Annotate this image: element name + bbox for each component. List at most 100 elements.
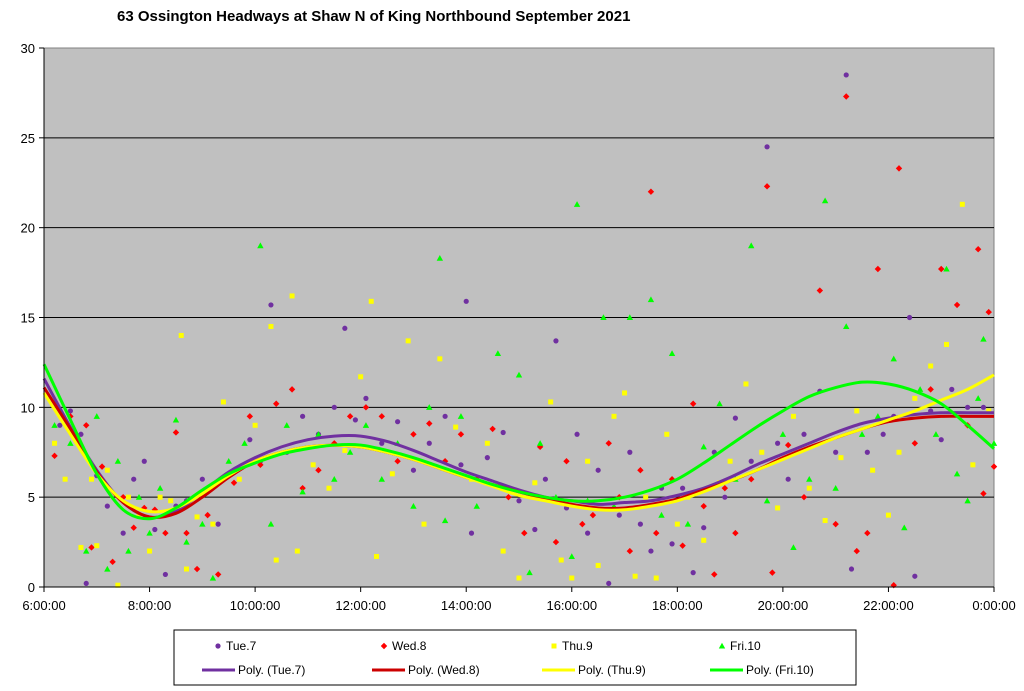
point-fri-10 xyxy=(526,569,533,576)
point-fri-10 xyxy=(331,476,338,482)
point-wed-8 xyxy=(784,441,792,449)
point-thu-9 xyxy=(548,399,554,405)
point-fri-10 xyxy=(536,440,544,446)
point-tue-7 xyxy=(199,476,205,482)
point-thu-9 xyxy=(289,293,295,299)
point-fri-10 xyxy=(457,413,465,419)
point-wed-8 xyxy=(246,413,254,420)
point-fri-10 xyxy=(125,547,132,554)
point-tue-7 xyxy=(500,429,506,436)
point-thu-9 xyxy=(136,512,142,518)
point-fri-10 xyxy=(573,201,581,207)
point-thu-9 xyxy=(806,485,812,491)
x-tick-label: 14:00:00 xyxy=(441,598,492,613)
point-tue-7 xyxy=(864,449,870,455)
point-tue-7 xyxy=(595,467,601,473)
point-fri-10 xyxy=(209,574,217,581)
point-tue-7 xyxy=(468,530,475,536)
point-wed-8 xyxy=(895,165,903,172)
point-thu-9 xyxy=(374,553,379,559)
point-fri-10 xyxy=(658,511,665,518)
trendlines xyxy=(42,363,995,521)
point-thu-9 xyxy=(558,557,564,563)
point-tue-7 xyxy=(300,413,306,419)
point-wed-8 xyxy=(990,463,998,470)
point-wed-8 xyxy=(711,571,718,578)
point-wed-8 xyxy=(927,386,934,393)
point-fri-10 xyxy=(980,335,987,342)
point-tue-7 xyxy=(162,571,168,578)
point-thu-9 xyxy=(775,505,781,511)
x-tick-label: 20:00:00 xyxy=(758,598,809,613)
point-fri-10 xyxy=(426,404,433,410)
point-fri-10 xyxy=(748,242,755,249)
point-wed-8 xyxy=(953,301,961,309)
point-fri-10 xyxy=(716,400,723,407)
legend-label-poly-wed-8: Poly. (Wed.8) xyxy=(408,663,480,677)
legend-marker-fri-10 xyxy=(718,642,726,649)
point-fri-10 xyxy=(874,413,882,419)
point-wed-8 xyxy=(83,422,90,429)
point-tue-7 xyxy=(912,573,918,579)
point-tue-7 xyxy=(463,298,469,304)
point-wed-8 xyxy=(980,490,987,497)
point-thu-9 xyxy=(268,323,274,329)
point-thu-9 xyxy=(569,575,575,581)
point-wed-8 xyxy=(853,547,860,555)
point-wed-8 xyxy=(689,400,697,407)
point-fri-10 xyxy=(790,544,797,551)
point-thu-9 xyxy=(168,498,174,504)
point-thu-9 xyxy=(822,518,828,524)
point-fri-10 xyxy=(199,520,206,527)
point-wed-8 xyxy=(974,246,982,253)
point-thu-9 xyxy=(178,332,184,338)
point-thu-9 xyxy=(368,298,374,304)
point-thu-9 xyxy=(585,458,591,464)
legend-marker-wed-8 xyxy=(380,642,388,650)
point-wed-8 xyxy=(204,511,211,519)
point-tue-7 xyxy=(410,467,417,473)
point-tue-7 xyxy=(152,526,158,533)
point-fri-10 xyxy=(943,265,950,272)
point-thu-9 xyxy=(611,413,617,419)
point-wed-8 xyxy=(637,467,644,474)
point-tue-7 xyxy=(585,530,591,536)
point-thu-9 xyxy=(912,395,918,401)
point-tue-7 xyxy=(83,580,89,587)
point-tue-7 xyxy=(701,525,707,531)
point-tue-7 xyxy=(785,476,791,482)
point-thu-9 xyxy=(326,485,332,491)
point-wed-8 xyxy=(410,431,417,438)
point-thu-9 xyxy=(405,338,411,344)
point-fri-10 xyxy=(225,458,232,464)
point-fri-10 xyxy=(104,565,111,572)
point-fri-10 xyxy=(473,502,480,509)
y-tick-label: 10 xyxy=(21,400,35,415)
point-tue-7 xyxy=(342,325,348,331)
point-wed-8 xyxy=(700,502,707,510)
x-tick-label: 22:00:00 xyxy=(863,598,914,613)
legend-label-poly-tue-7: Poly. (Tue.7) xyxy=(238,663,305,677)
point-wed-8 xyxy=(457,431,465,438)
point-thu-9 xyxy=(885,512,891,518)
point-wed-8 xyxy=(172,429,180,436)
point-wed-8 xyxy=(88,544,95,551)
legend-marker-thu-9 xyxy=(551,643,557,649)
point-fri-10 xyxy=(890,355,897,362)
point-tue-7 xyxy=(542,476,548,482)
point-wed-8 xyxy=(98,463,106,470)
x-tick-label: 16:00:00 xyxy=(546,598,597,613)
point-wed-8 xyxy=(378,413,385,420)
point-fri-10 xyxy=(241,440,248,446)
point-wed-8 xyxy=(51,452,58,460)
point-thu-9 xyxy=(970,462,976,468)
point-tue-7 xyxy=(606,580,612,587)
point-thu-9 xyxy=(632,573,638,579)
point-fri-10 xyxy=(932,431,940,437)
y-tick-label: 20 xyxy=(21,221,35,236)
point-wed-8 xyxy=(489,425,496,433)
y-tick-label: 25 xyxy=(21,131,35,146)
point-thu-9 xyxy=(870,467,876,473)
point-thu-9 xyxy=(115,582,121,588)
